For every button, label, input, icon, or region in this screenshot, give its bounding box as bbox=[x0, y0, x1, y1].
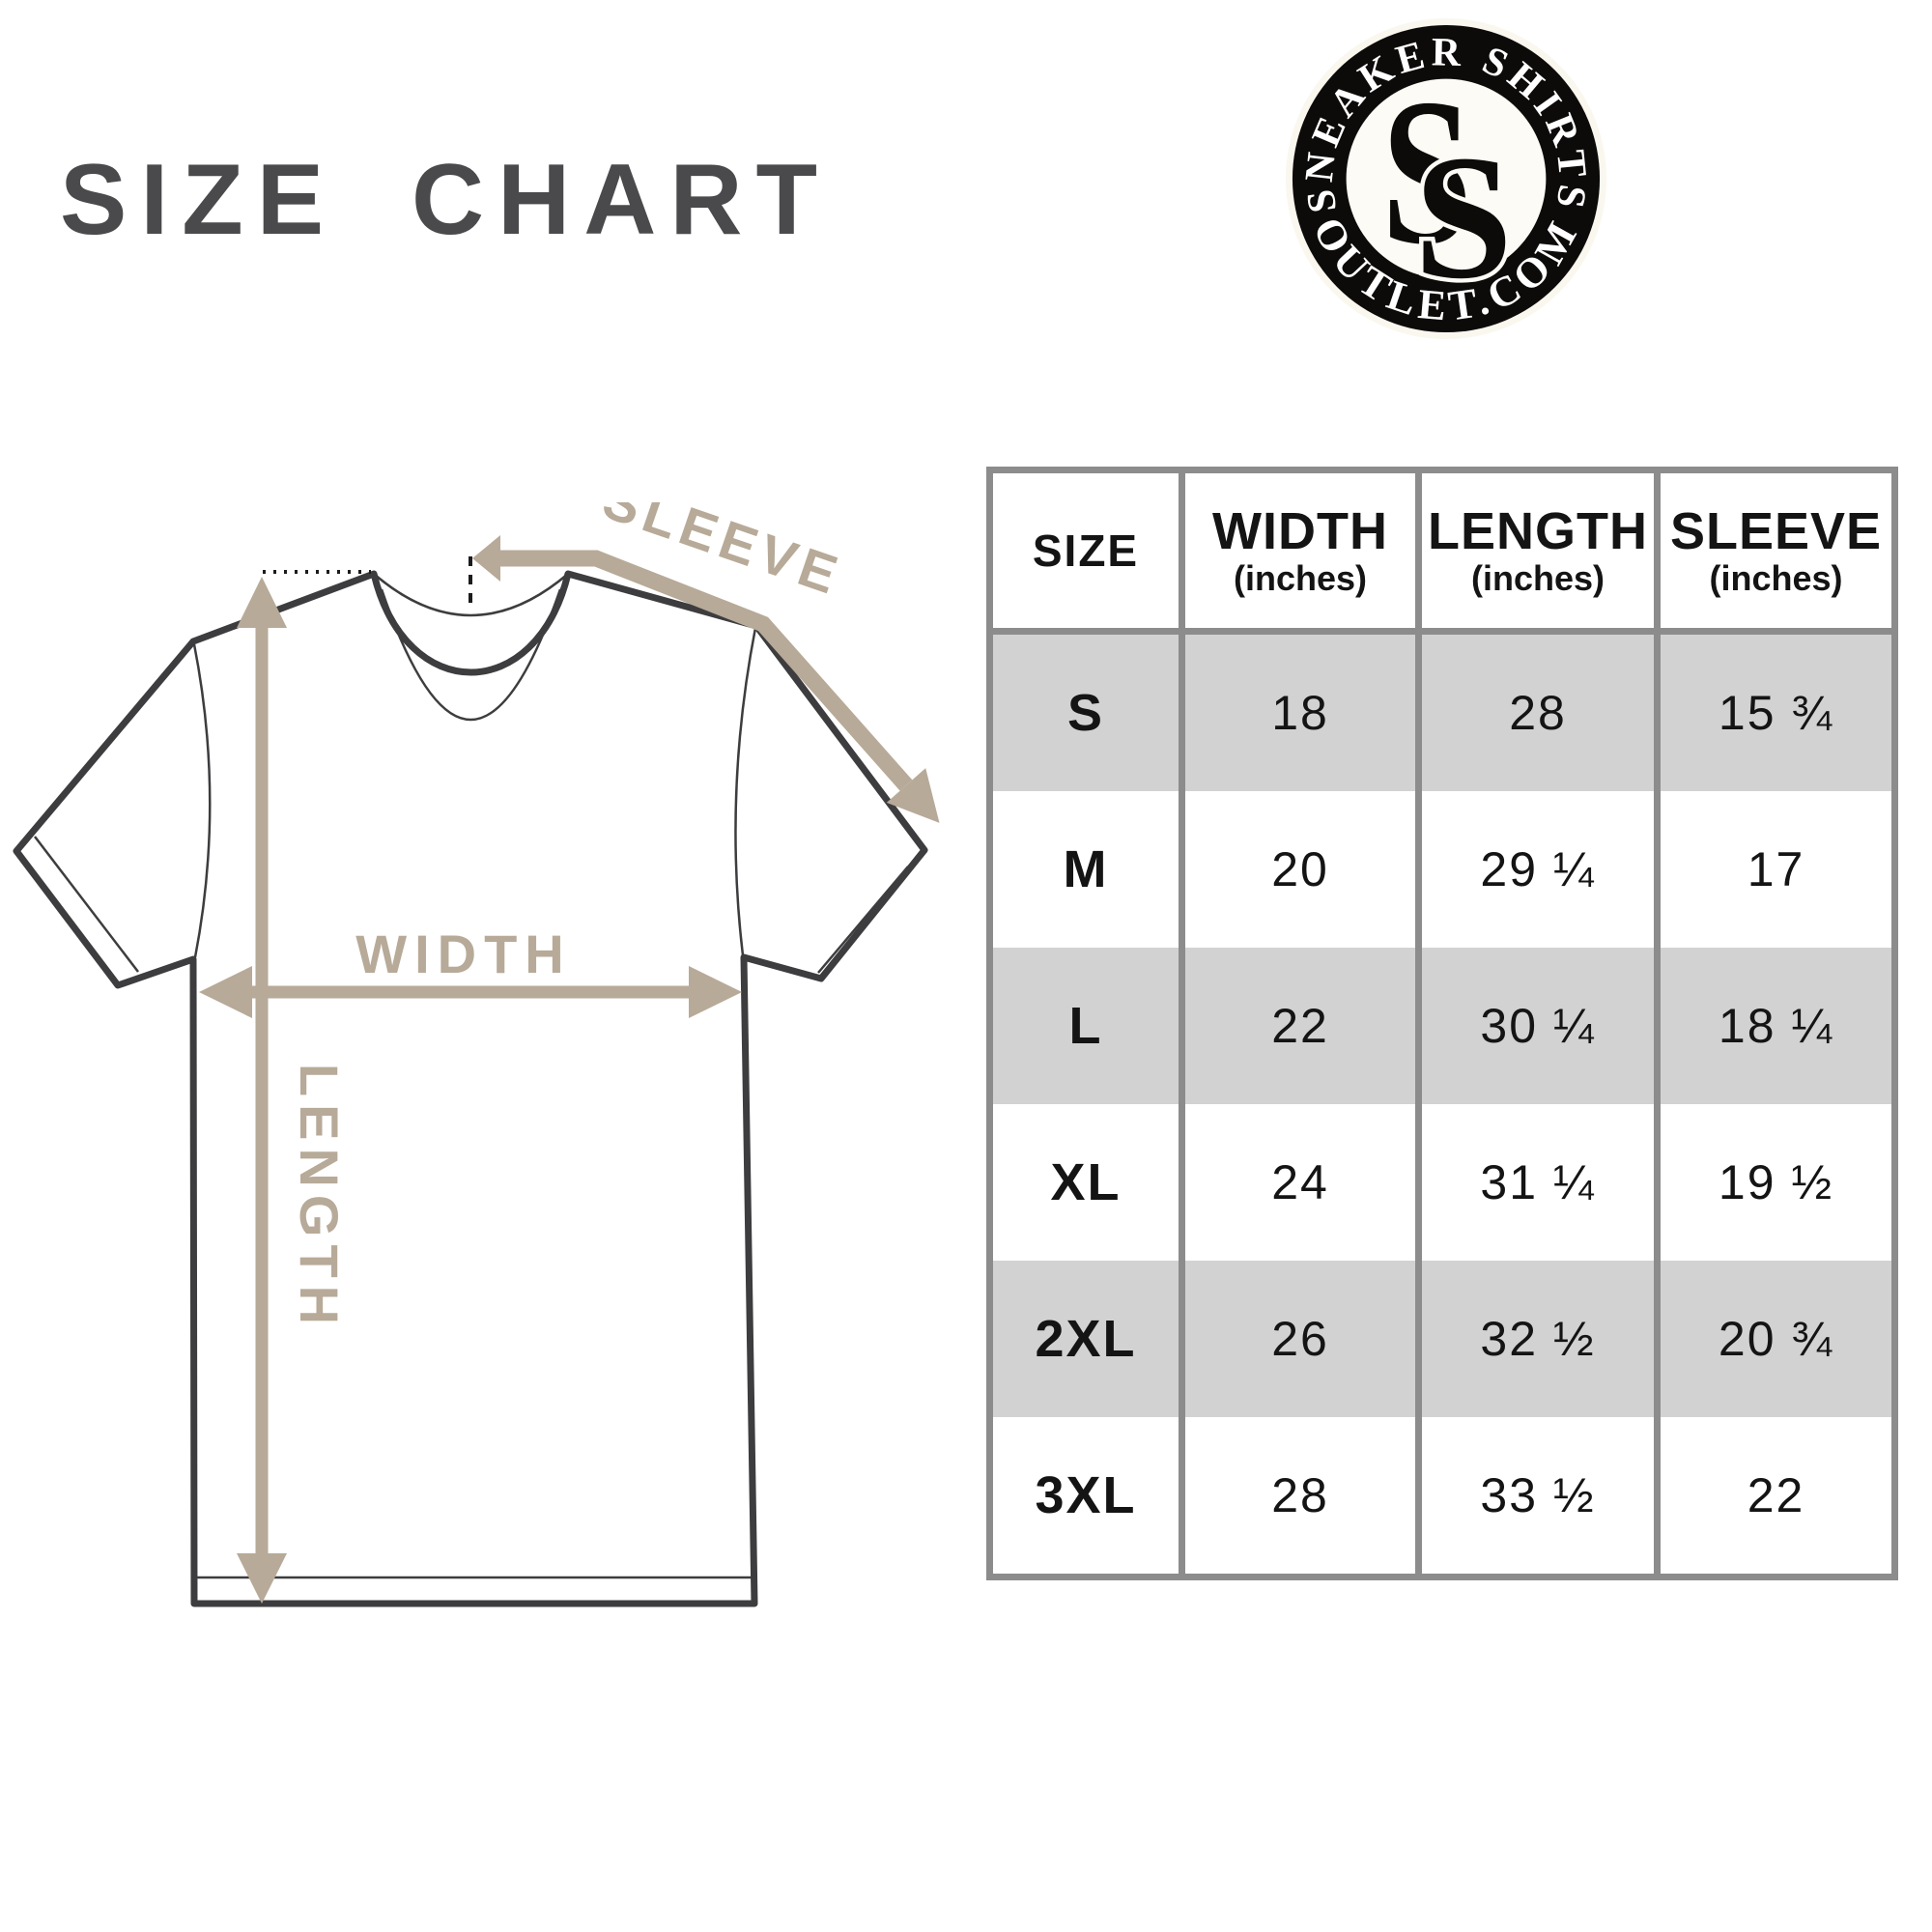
header-width-unit: (inches) bbox=[1233, 558, 1368, 599]
cell-width: 18 bbox=[1185, 635, 1415, 791]
sleeve-value: 22 bbox=[1747, 1467, 1805, 1522]
logo-inner-circle bbox=[1346, 78, 1547, 279]
sleeve-arrow bbox=[472, 535, 940, 823]
size-value: S bbox=[1066, 683, 1105, 742]
width-value: 18 bbox=[1271, 685, 1329, 740]
cell-width: 20 bbox=[1185, 791, 1415, 948]
cell-width: 24 bbox=[1185, 1104, 1415, 1261]
sleeve-value: 20 ¾ bbox=[1718, 1311, 1834, 1366]
header-length-label: LENGTH bbox=[1428, 501, 1648, 560]
width-value: 22 bbox=[1271, 998, 1329, 1053]
shirt-seam-lines bbox=[34, 573, 909, 1579]
size-value: M bbox=[1063, 839, 1109, 898]
cell-length: 33 ½ bbox=[1422, 1417, 1654, 1574]
cell-sleeve: 22 bbox=[1661, 1417, 1891, 1574]
cell-size: XL bbox=[993, 1104, 1179, 1261]
width-label: WIDTH bbox=[355, 923, 572, 984]
length-value: 28 bbox=[1509, 685, 1567, 740]
cell-size: S bbox=[993, 635, 1179, 791]
length-value: 32 ½ bbox=[1480, 1311, 1596, 1366]
sleeve-value: 19 ½ bbox=[1718, 1154, 1834, 1209]
logo-monogram: S S bbox=[1381, 57, 1517, 320]
page-title: SIZE CHART bbox=[60, 144, 831, 256]
cell-sleeve: 18 ¼ bbox=[1661, 948, 1891, 1104]
width-value: 20 bbox=[1271, 841, 1329, 896]
cell-length: 28 bbox=[1422, 635, 1654, 791]
cell-length: 29 ¼ bbox=[1422, 791, 1654, 948]
length-arrow bbox=[237, 577, 287, 1604]
size-table: SIZE WIDTH (inches) LENGTH (inches) SLEE… bbox=[986, 467, 1898, 1580]
width-value: 24 bbox=[1271, 1154, 1329, 1209]
cell-sleeve: 19 ½ bbox=[1661, 1104, 1891, 1261]
length-label: LENGTH bbox=[289, 1064, 350, 1332]
sleeve-value: 17 bbox=[1747, 841, 1805, 896]
width-value: 28 bbox=[1271, 1467, 1329, 1522]
cell-sleeve: 20 ¾ bbox=[1661, 1261, 1891, 1417]
cell-length: 30 ¼ bbox=[1422, 948, 1654, 1104]
tshirt-diagram: SLEEVE WIDTH LENGTH bbox=[13, 502, 940, 1607]
cell-length: 31 ¼ bbox=[1422, 1104, 1654, 1261]
length-value: 30 ¼ bbox=[1480, 998, 1596, 1053]
logo-monogram-front: S bbox=[1414, 118, 1513, 315]
size-value: 2XL bbox=[1035, 1309, 1137, 1368]
size-value: XL bbox=[1050, 1152, 1122, 1211]
length-value: 33 ½ bbox=[1480, 1467, 1596, 1522]
brand-logo: SNEAKER SHIRTS OUTLET.COM S S bbox=[1285, 17, 1607, 340]
cell-width: 26 bbox=[1185, 1261, 1415, 1417]
cell-width: 28 bbox=[1185, 1417, 1415, 1574]
cell-size: 3XL bbox=[993, 1417, 1179, 1574]
header-width-label: WIDTH bbox=[1212, 501, 1388, 560]
width-arrow bbox=[199, 966, 742, 1018]
length-value: 29 ¼ bbox=[1480, 841, 1596, 896]
length-value: 31 ¼ bbox=[1480, 1154, 1596, 1209]
cell-width: 22 bbox=[1185, 948, 1415, 1104]
size-value: 3XL bbox=[1035, 1465, 1137, 1524]
cell-size: 2XL bbox=[993, 1261, 1179, 1417]
logo-monogram-back: S bbox=[1381, 57, 1472, 289]
header-cell-length: LENGTH (inches) bbox=[1422, 473, 1654, 635]
header-cell-sleeve: SLEEVE (inches) bbox=[1661, 473, 1891, 635]
shirt-outline bbox=[13, 570, 928, 1607]
header-sleeve-label: SLEEVE bbox=[1669, 501, 1883, 560]
sleeve-value: 15 ¾ bbox=[1718, 685, 1834, 740]
cell-size: L bbox=[993, 948, 1179, 1104]
size-value: L bbox=[1068, 996, 1103, 1055]
header-size-label: SIZE bbox=[1032, 525, 1140, 576]
cell-size: M bbox=[993, 791, 1179, 948]
width-value: 26 bbox=[1271, 1311, 1329, 1366]
header-sleeve-unit: (inches) bbox=[1709, 558, 1843, 599]
header-cell-width: WIDTH (inches) bbox=[1185, 473, 1415, 635]
header-cell-size: SIZE bbox=[993, 473, 1179, 635]
cell-sleeve: 17 bbox=[1661, 791, 1891, 948]
cell-sleeve: 15 ¾ bbox=[1661, 635, 1891, 791]
measurement-arrows bbox=[199, 535, 940, 1604]
sleeve-value: 18 ¼ bbox=[1718, 998, 1834, 1053]
cell-length: 32 ½ bbox=[1422, 1261, 1654, 1417]
header-length-unit: (inches) bbox=[1470, 558, 1605, 599]
